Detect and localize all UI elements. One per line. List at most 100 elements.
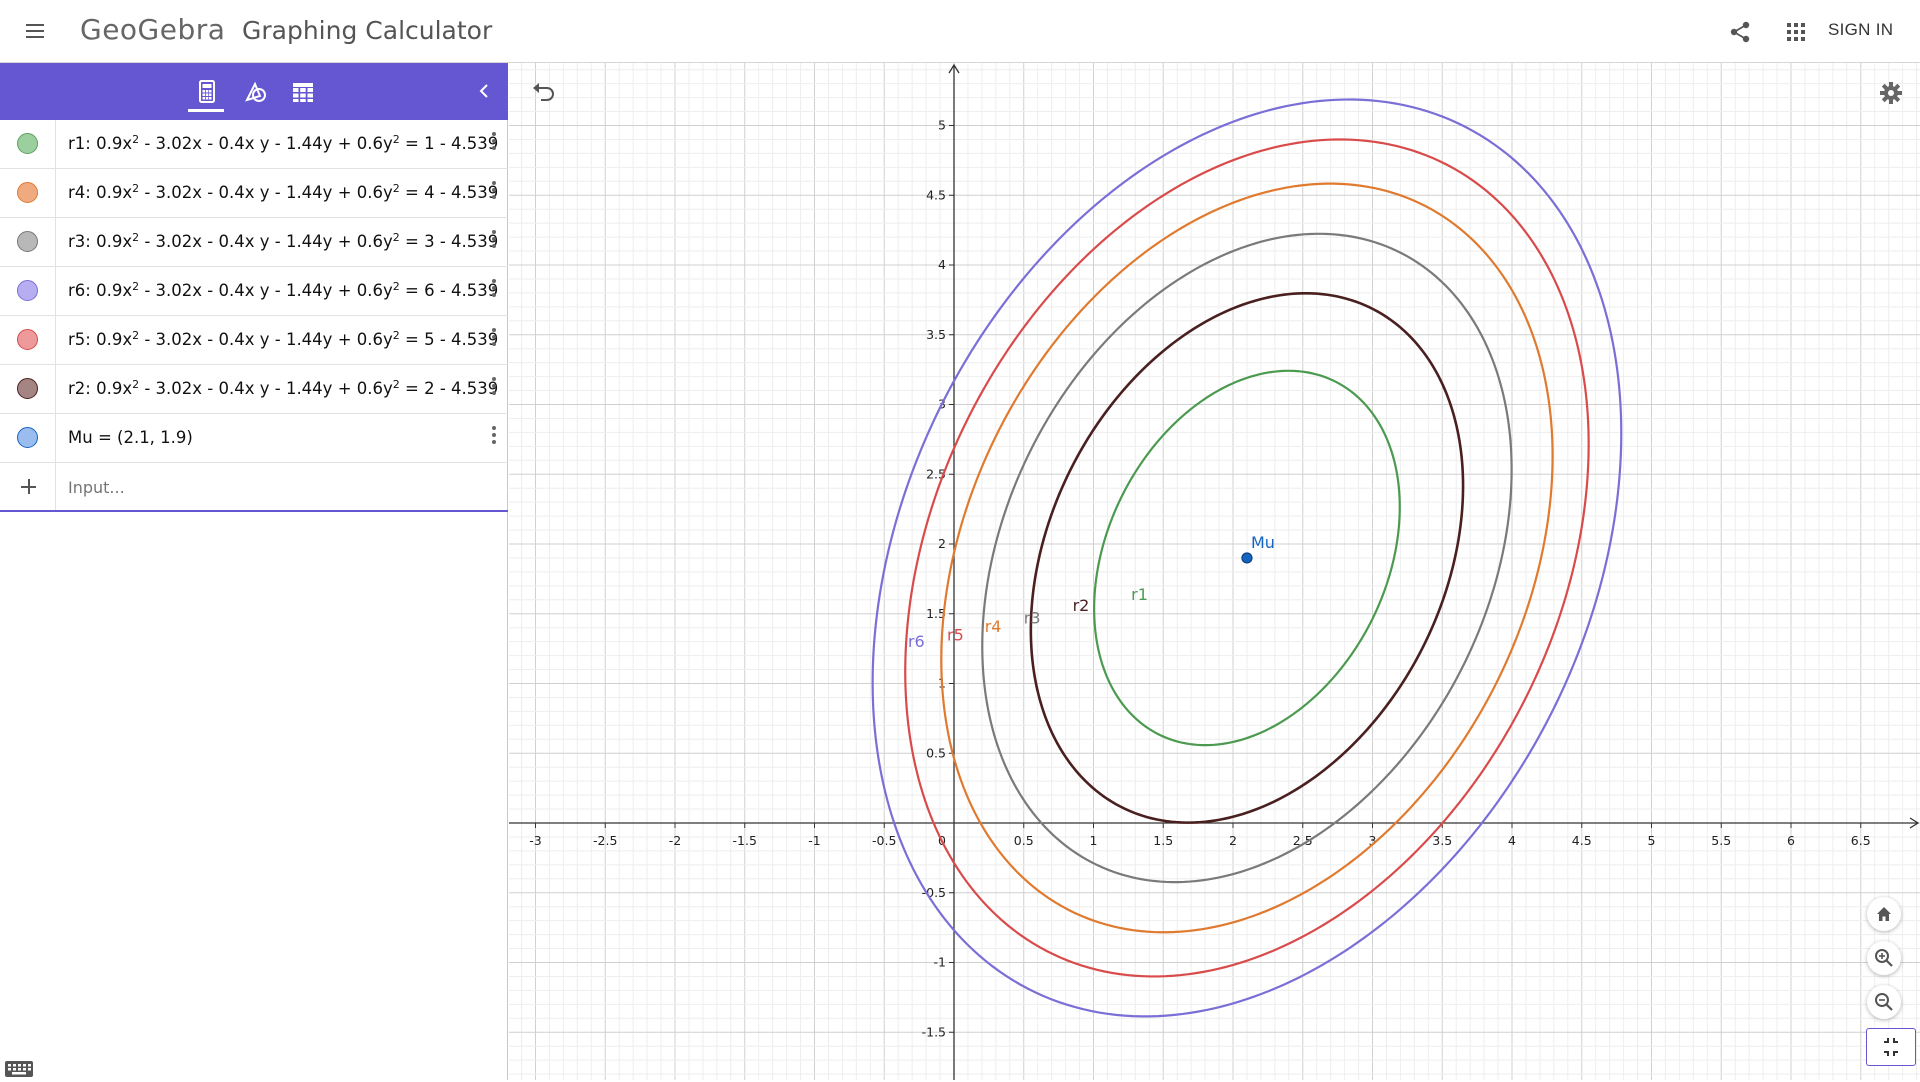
visibility-toggle-cell	[0, 414, 56, 462]
graph-canvas[interactable]: -3 -2.5 -2 -1.5 -1 -0.5 0 0.5 1 1.5 2 2.5 3 3.5 4 4.5 5 5…	[509, 63, 1920, 1080]
curve-r1[interactable]	[1093, 369, 1401, 747]
algebra-panel: r1: 0.9x2 - 3.02x - 0.4x y - 1.44y + 0.6…	[0, 63, 508, 1080]
keyboard-icon[interactable]	[4, 1060, 34, 1078]
formula-r6[interactable]: r6: 0.9x2 - 3.02x - 0.4x y - 1.44y + 0.6…	[68, 280, 499, 300]
zoom-in-icon[interactable]	[1867, 941, 1901, 975]
visibility-marble-icon[interactable]	[17, 329, 38, 350]
curve-label-r2: r2	[1073, 596, 1090, 615]
algebra-row-r4[interactable]: r4: 0.9x2 - 3.02x - 0.4x y - 1.44y + 0.6…	[0, 169, 508, 218]
curve-label-r4: r4	[985, 617, 1002, 636]
share-icon[interactable]	[1726, 18, 1754, 46]
exit-fullscreen-icon[interactable]	[1866, 1028, 1916, 1066]
x-tick-label: 5	[1648, 833, 1656, 848]
visibility-marble-icon[interactable]	[17, 427, 38, 448]
algebra-row-Mu[interactable]: Mu = (2.1, 1.9)	[0, 414, 508, 463]
formula-r4[interactable]: r4: 0.9x2 - 3.02x - 0.4x y - 1.44y + 0.6…	[68, 182, 499, 202]
visibility-marble-icon[interactable]	[17, 378, 38, 399]
algebra-input[interactable]	[68, 478, 488, 497]
visibility-marble-icon[interactable]	[17, 133, 38, 154]
axes: -3 -2.5 -2 -1.5 -1 -0.5 0 0.5 1 1.5 2 2.5 3 3.5 4 4.5 5 5…	[509, 63, 1920, 1080]
formula-r2[interactable]: r2: 0.9x2 - 3.02x - 0.4x y - 1.44y + 0.6…	[68, 378, 499, 398]
curve-r3[interactable]	[981, 232, 1513, 884]
chevron-left-icon[interactable]	[472, 79, 496, 103]
formula-r3[interactable]: r3: 0.9x2 - 3.02x - 0.4x y - 1.44y + 0.6…	[68, 231, 499, 251]
curve-r2[interactable]	[1029, 291, 1465, 824]
visibility-toggle-cell	[0, 120, 56, 168]
curve-label-r6: r6	[908, 632, 925, 651]
y-tick-label: 5	[938, 118, 946, 133]
x-tick-label: 1.5	[1153, 833, 1173, 848]
x-tick-label: 6	[1787, 833, 1795, 848]
x-tick-label: 3.5	[1432, 833, 1452, 848]
point-label-Mu: Mu	[1251, 533, 1275, 552]
formula-r5[interactable]: r5: 0.9x2 - 3.02x - 0.4x y - 1.44y + 0.6…	[68, 329, 499, 349]
x-tick-label: -1.5	[733, 833, 757, 848]
curve-r4[interactable]	[940, 182, 1554, 934]
x-tick-label: -2.5	[593, 833, 617, 848]
algebra-row-r3[interactable]: r3: 0.9x2 - 3.02x - 0.4x y - 1.44y + 0.6…	[0, 218, 508, 267]
curve-r6[interactable]	[871, 98, 1623, 1018]
curve-r5[interactable]	[904, 138, 1590, 978]
visibility-toggle-cell	[0, 169, 56, 217]
sign-in-button[interactable]: SIGN IN	[1828, 20, 1894, 39]
y-tick-label: 4	[938, 257, 946, 272]
more-options-icon[interactable]	[484, 226, 504, 256]
y-tick-label: 0.5	[926, 745, 946, 760]
y-tick-label: -1	[934, 955, 946, 970]
x-tick-label: -2	[669, 833, 681, 848]
input-row	[0, 463, 508, 512]
visibility-marble-icon[interactable]	[17, 280, 38, 301]
visibility-toggle-cell	[0, 365, 56, 413]
formula-r1[interactable]: r1: 0.9x2 - 3.02x - 0.4x y - 1.44y + 0.6…	[68, 133, 499, 153]
x-tick-label: 6.5	[1851, 833, 1871, 848]
zoom-out-icon[interactable]	[1867, 985, 1901, 1019]
visibility-marble-icon[interactable]	[17, 182, 38, 203]
geogebra-logo: GeoGebra	[80, 13, 226, 46]
algebra-row-r6[interactable]: r6: 0.9x2 - 3.02x - 0.4x y - 1.44y + 0.6…	[0, 267, 508, 316]
conic-curves: r1 r2 r3 r4 r5 r6	[871, 98, 1623, 1018]
app-title: Graphing Calculator	[242, 16, 493, 45]
y-tick-label: 4.5	[926, 187, 946, 202]
y-tick-label: 2	[938, 536, 946, 551]
x-tick-label: 1	[1090, 833, 1098, 848]
x-tick-label: -3	[529, 833, 541, 848]
gear-icon[interactable]	[1878, 80, 1904, 106]
algebra-row-r2[interactable]: r2: 0.9x2 - 3.02x - 0.4x y - 1.44y + 0.6…	[0, 365, 508, 414]
graphics-view[interactable]: -3 -2.5 -2 -1.5 -1 -0.5 0 0.5 1 1.5 2 2.5 3 3.5 4 4.5 5 5…	[509, 63, 1920, 1080]
algebra-row-r1[interactable]: r1: 0.9x2 - 3.02x - 0.4x y - 1.44y + 0.6…	[0, 120, 508, 169]
x-tick-label: 2.5	[1293, 833, 1313, 848]
home-icon[interactable]	[1867, 897, 1901, 931]
panel-toolbar	[0, 63, 508, 120]
more-options-icon[interactable]	[484, 373, 504, 403]
algebra-row-r5[interactable]: r5: 0.9x2 - 3.02x - 0.4x y - 1.44y + 0.6…	[0, 316, 508, 365]
hamburger-menu-icon[interactable]	[20, 18, 50, 44]
visibility-toggle-cell	[0, 218, 56, 266]
y-tick-label: 1.5	[926, 606, 946, 621]
geometry-tools-icon[interactable]	[240, 77, 270, 107]
x-tick-label: 3	[1369, 833, 1377, 848]
more-options-icon[interactable]	[484, 422, 504, 452]
curve-label-r1: r1	[1131, 585, 1148, 604]
grid	[509, 63, 1920, 1080]
point-Mu[interactable]	[1241, 552, 1253, 564]
more-options-icon[interactable]	[484, 177, 504, 207]
calculator-icon[interactable]	[192, 77, 222, 107]
apps-grid-icon[interactable]	[1784, 20, 1808, 44]
more-options-icon[interactable]	[484, 324, 504, 354]
y-tick-label: -1.5	[922, 1024, 946, 1039]
x-tick-label: 4	[1508, 833, 1516, 848]
more-options-icon[interactable]	[484, 128, 504, 158]
curve-label-r5: r5	[947, 625, 964, 644]
add-object-icon[interactable]	[0, 463, 56, 510]
app-header: GeoGebra Graphing Calculator SIGN IN	[0, 0, 1920, 63]
visibility-marble-icon[interactable]	[17, 231, 38, 252]
y-tick-label: 3.5	[926, 327, 946, 342]
formula-Mu[interactable]: Mu = (2.1, 1.9)	[68, 428, 193, 447]
x-tick-label: -0.5	[872, 833, 896, 848]
x-tick-label: 0.5	[1014, 833, 1034, 848]
table-icon[interactable]	[288, 77, 318, 107]
curve-label-r3: r3	[1024, 609, 1041, 628]
undo-icon[interactable]	[530, 80, 558, 104]
x-tick-label: -1	[808, 833, 820, 848]
more-options-icon[interactable]	[484, 275, 504, 305]
